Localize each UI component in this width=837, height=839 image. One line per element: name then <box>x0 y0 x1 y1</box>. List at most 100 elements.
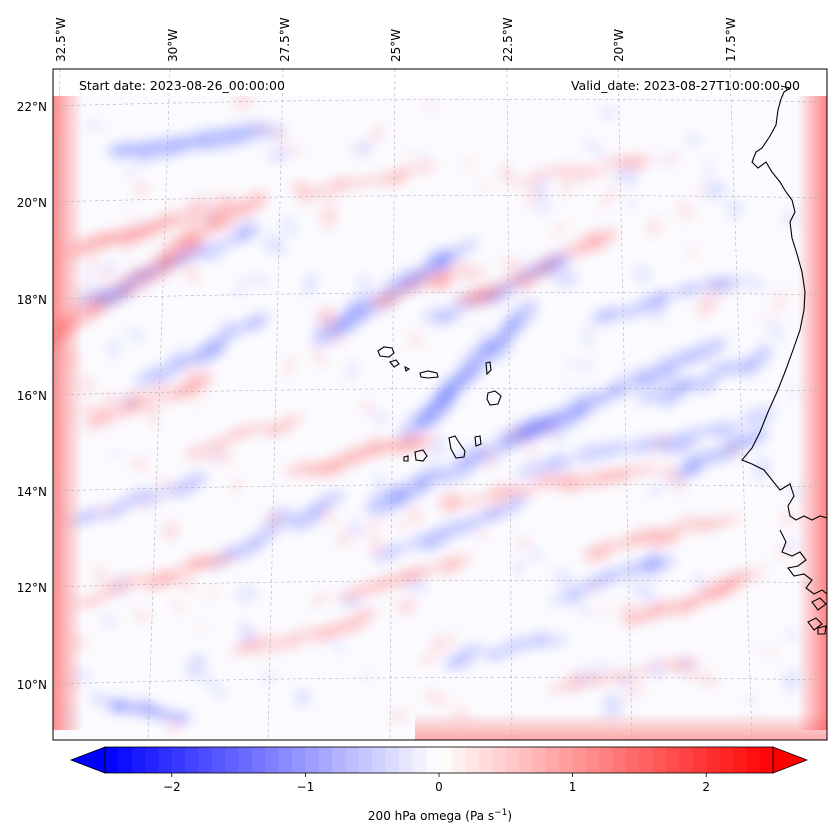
omega-cell <box>407 331 425 347</box>
omega-cell <box>665 603 680 616</box>
omega-cell <box>572 391 604 415</box>
omega-cell <box>176 344 188 360</box>
omega-cell <box>460 156 476 173</box>
omega-cell <box>451 516 483 535</box>
omega-cell <box>182 364 197 375</box>
omega-cell <box>430 247 449 275</box>
omega-cell <box>121 393 137 409</box>
colorbar-label-exponent: −1 <box>494 808 507 818</box>
omega-cell <box>695 184 707 196</box>
island-fogo <box>414 449 428 462</box>
omega-cell <box>178 244 210 261</box>
colorbar-band <box>332 747 346 773</box>
colorbar-label-main: 200 hPa omega (Pa s <box>368 809 494 823</box>
omega-cell <box>184 371 214 389</box>
gridline-lat-22 <box>53 98 827 107</box>
colorbar-extend-max <box>772 746 809 774</box>
omega-cell <box>117 232 135 253</box>
omega-cell <box>478 529 487 541</box>
omega-cell <box>130 266 150 280</box>
omega-cell <box>515 538 532 548</box>
omega-cell <box>132 458 147 471</box>
colorbar-band <box>251 747 266 773</box>
omega-cell <box>108 339 119 358</box>
omega-cell <box>439 262 470 279</box>
colorbar-band <box>425 747 440 773</box>
omega-cell <box>294 689 311 707</box>
omega-cell <box>205 199 243 232</box>
omega-cell <box>648 663 665 677</box>
omega-cell <box>646 219 662 235</box>
omega-cell <box>350 609 378 623</box>
colorbar-band <box>465 747 480 773</box>
coastline-bijagos <box>807 597 827 635</box>
omega-cell <box>529 459 537 470</box>
omega-cell <box>658 527 688 539</box>
omega-cell <box>102 615 116 629</box>
omega-cell <box>154 569 182 586</box>
omega-cell <box>536 198 553 216</box>
gridlines <box>53 69 827 740</box>
cape-verde-islands <box>377 346 502 462</box>
omega-cell <box>579 604 593 619</box>
omega-cell <box>537 165 563 178</box>
colorbar-band <box>759 747 774 773</box>
omega-cell <box>385 543 407 556</box>
omega-cell <box>647 485 666 496</box>
omega-cell <box>171 713 191 723</box>
omega-cell <box>138 397 161 412</box>
colorbar-band <box>278 747 293 773</box>
omega-cell <box>203 437 223 448</box>
omega-cell <box>247 525 282 547</box>
omega-cell <box>420 432 436 452</box>
omega-cell <box>391 167 413 180</box>
omega-cell <box>460 644 486 658</box>
colorbar-band <box>612 747 627 773</box>
gridline-lon-20 <box>617 69 633 740</box>
colorbar-extend-min <box>69 746 106 774</box>
colorbar-tick-label: −2 <box>163 780 181 794</box>
omega-cell <box>771 287 790 314</box>
omega-cell <box>199 671 221 692</box>
omega-cell <box>231 479 243 493</box>
omega-cell <box>635 266 650 283</box>
omega-cell <box>526 416 555 434</box>
omega-cell <box>431 636 444 658</box>
omega-cell <box>279 413 308 426</box>
omega-cell <box>618 673 633 687</box>
omega-cell <box>625 154 644 168</box>
omega-cell <box>105 289 120 304</box>
omega-cell <box>623 198 639 207</box>
omega-cell <box>514 560 523 576</box>
colorbar-band <box>692 747 707 773</box>
gridline-lon-27-5 <box>267 69 284 740</box>
omega-cell <box>194 395 204 407</box>
omega-cell <box>349 520 362 537</box>
omega-cell <box>786 624 797 645</box>
omega-cell <box>237 191 268 216</box>
colorbar-band <box>639 747 654 773</box>
colorbar-band <box>265 747 280 773</box>
omega-cell <box>406 507 424 523</box>
omega-cell <box>238 622 256 646</box>
gridline-lon-22-5 <box>506 69 513 740</box>
omega-cell <box>88 694 108 704</box>
african-coastline <box>741 85 827 521</box>
omega-cell <box>788 381 797 402</box>
island-sao-nicolau <box>419 370 439 379</box>
colorbar-band <box>706 747 721 773</box>
colorbar-band <box>158 747 173 773</box>
omega-cell <box>373 473 386 487</box>
colorbar-bands <box>105 747 774 773</box>
omega-cell <box>767 401 779 414</box>
colorbar-ticks: −2 −1 0 1 2 <box>163 773 710 794</box>
omega-cell <box>637 589 656 603</box>
omega-cell <box>368 123 385 144</box>
omega-cell <box>626 528 663 542</box>
omega-cell <box>235 123 287 142</box>
omega-cell <box>126 327 146 342</box>
omega-cell <box>600 186 617 210</box>
colorbar-band <box>505 747 520 773</box>
start-date-label: Start date: 2023-08-26_00:00:00 <box>79 78 285 93</box>
omega-cell <box>234 275 249 301</box>
